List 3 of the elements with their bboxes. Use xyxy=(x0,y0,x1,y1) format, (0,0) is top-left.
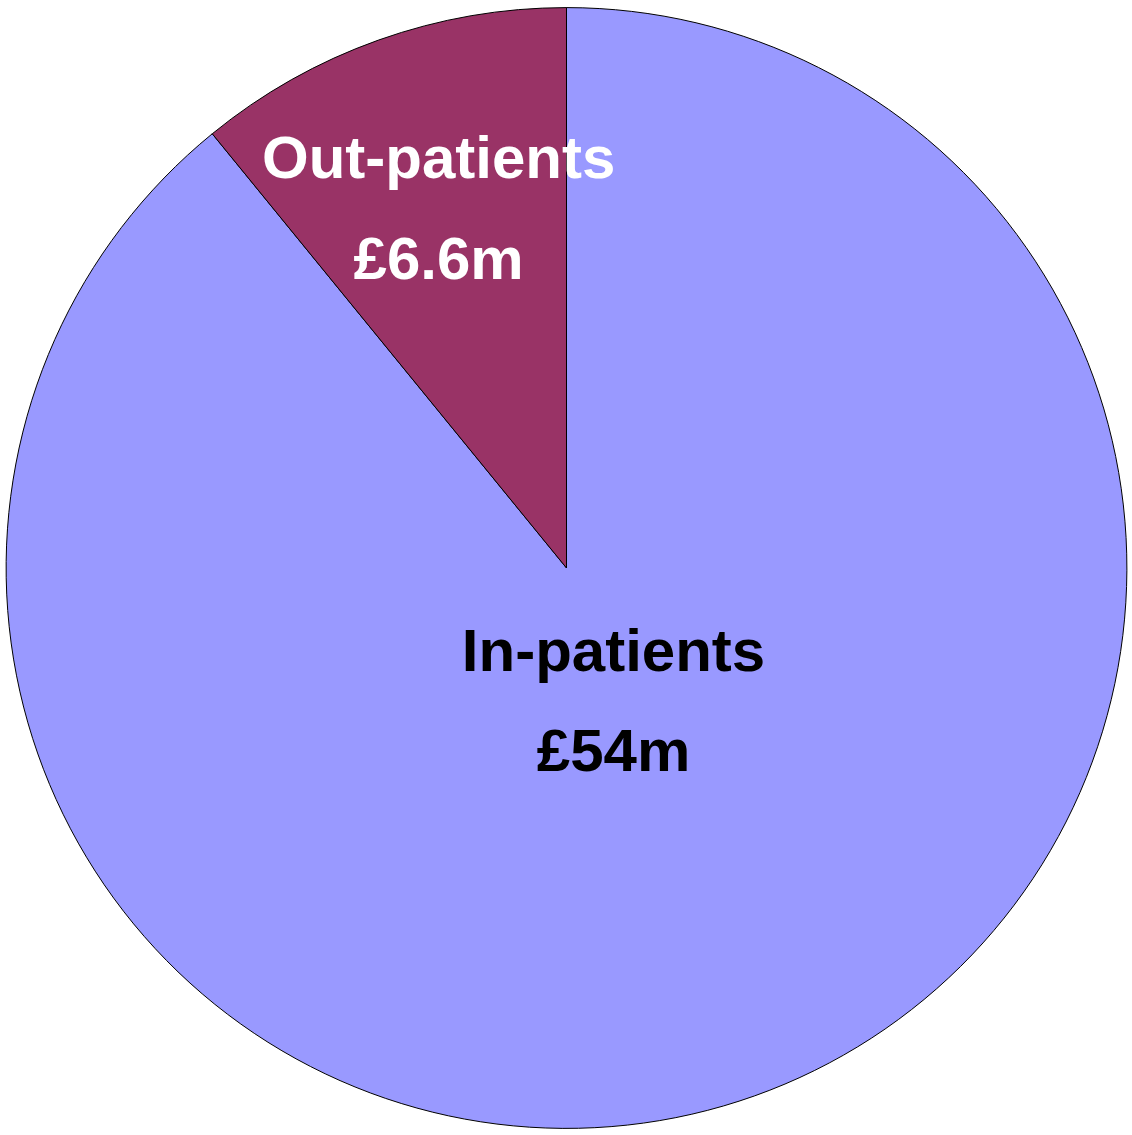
data-label: £6.6m xyxy=(353,224,524,292)
data-label: £54m xyxy=(536,717,691,785)
slice-label: In-patients xyxy=(461,616,766,684)
